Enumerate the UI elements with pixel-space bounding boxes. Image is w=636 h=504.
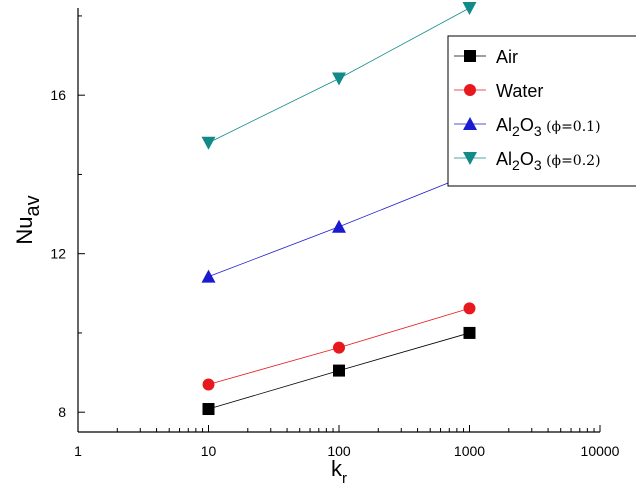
data-point [463,326,476,339]
legend-label-part: O [520,149,534,169]
legend-label: Al2O3 (ϕ=0.1) [496,115,601,139]
data-point [462,2,477,15]
legend-item: Al2O3 (ϕ=0.1) [454,115,601,139]
series-1 [202,326,476,416]
legend-label: Air [496,47,518,67]
y-axis-title-subscript: av [22,195,44,216]
legend-label-part: 3 [534,157,542,173]
legend-label: Water [496,81,543,101]
y-tick-label: 8 [58,404,66,420]
x-axis-title-subscript: r [342,470,347,487]
y-tick-label: 12 [50,246,66,262]
legend-label-part: Al [496,149,512,169]
series-2 [202,302,476,391]
legend-label-part: 3 [534,123,542,139]
legend-label-part: O [520,115,534,135]
data-point [333,341,345,354]
legend-label-part: 2 [512,157,520,173]
x-tick-label: 1 [74,443,82,459]
series-3 [201,167,477,283]
x-tick-label: 10000 [581,443,620,459]
legend-label: Al2O3 (ϕ=0.2) [496,149,601,173]
data-point [201,136,216,150]
data-point [201,269,216,283]
data-point [463,302,476,315]
legend-label-part: (ϕ=0.2) [542,153,601,169]
legend-box [447,35,636,187]
series-layer [201,2,477,416]
legend-label-part: Al [496,115,512,135]
legend-marker [463,117,477,130]
legend-item: Air [454,47,518,67]
data-point [333,364,345,377]
data-point [332,72,346,86]
y-axis-title: Nuav [12,195,44,244]
x-axis-title: kr [331,456,347,487]
legend-marker [464,84,476,96]
legend-label-part: 2 [512,123,520,139]
x-tick-label: 1000 [454,443,485,459]
legend-item: Al2O3 (ϕ=0.2) [454,149,601,173]
legend-item: Water [454,81,543,101]
legend-marker [463,152,477,165]
x-tick-label: 10 [201,443,217,459]
data-point [202,378,215,391]
data-point [202,403,215,416]
y-tick-label: 16 [50,87,66,103]
data-point [332,219,346,233]
legend-label-part: (ϕ=0.1) [542,119,601,135]
legend-marker [464,50,476,62]
series-4 [201,2,477,150]
x-tick-label: 100 [327,443,351,459]
